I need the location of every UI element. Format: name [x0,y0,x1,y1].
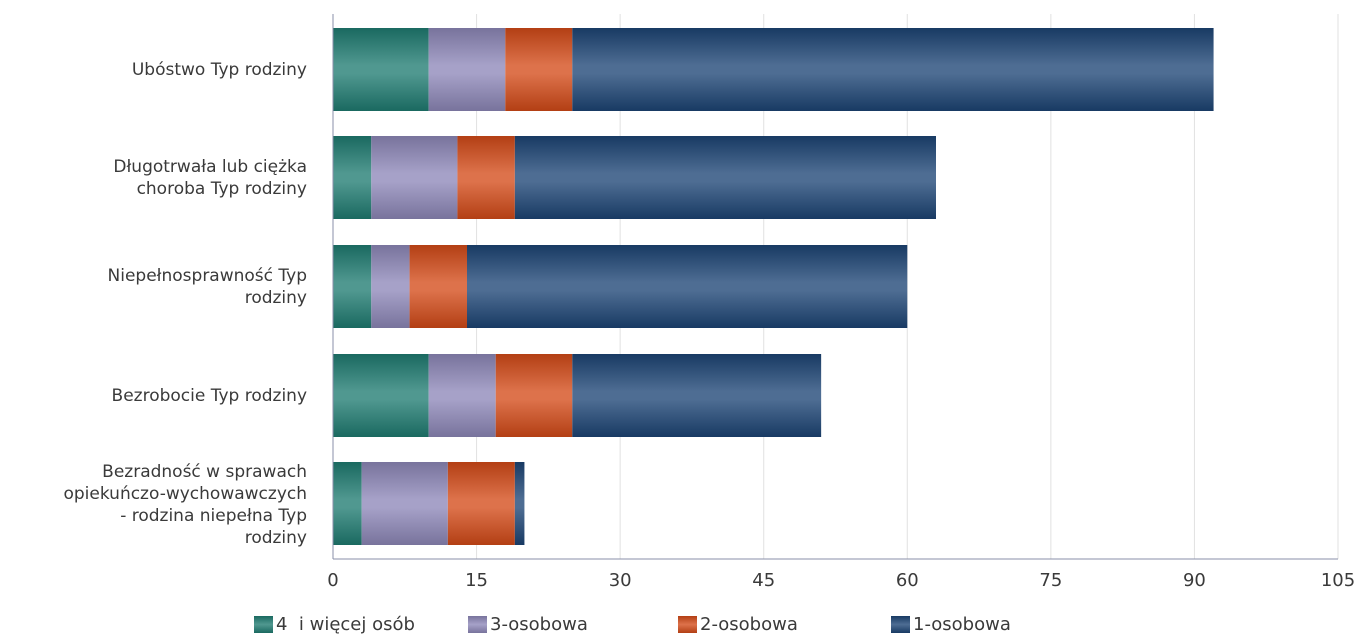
bar-segment [572,28,1214,111]
bar-segment [428,28,506,111]
bar-segment [514,136,936,219]
category-label-line: rodziny [244,527,307,548]
legend: 4 i więcej osób 3-osobowa 2-osobowa 1-osobo… [0,614,1357,636]
legend-swatch [678,616,697,633]
category-label: Niepełnosprawność Typ rodziny [0,265,307,309]
legend-label: 3-osobowa [490,614,588,635]
x-tick-label: 0 [327,570,338,591]
bar-segment [457,136,515,219]
legend-label: 1-osobowa [913,614,1011,635]
bars-group [333,28,1214,545]
legend-item: 2-osobowa [678,614,798,635]
legend-swatch [254,616,273,633]
category-label-line: choroba Typ rodziny [136,178,307,199]
category-label-line: opiekuńczo-wychowawczych [63,483,307,504]
legend-swatch [891,616,910,633]
bar-segment [514,462,525,545]
category-label-line: Ubóstwo Typ rodziny [131,59,307,80]
x-axis: 0 15 30 45 60 75 90 105 [327,14,1355,591]
x-tick-label: 75 [1039,570,1062,591]
bar-segment [371,136,458,219]
bar-segment [572,354,822,437]
category-label: Długotrwała lub ciężka choroba Typ rodzin… [0,156,307,200]
category-label-line: Długotrwała lub ciężka [113,156,307,177]
legend-item: 4 i więcej osób [254,614,415,635]
category-label: Ubóstwo Typ rodziny [0,59,307,81]
legend-label: 2-osobowa [700,614,798,635]
bar-segment [447,462,515,545]
legend-item: 3-osobowa [468,614,588,635]
bar-segment [467,245,908,328]
x-tick-label: 105 [1321,570,1355,591]
x-tick-label: 15 [465,570,488,591]
x-tick-label: 90 [1183,570,1206,591]
bar-segment [333,354,429,437]
legend-swatch [468,616,487,633]
x-tick-label: 45 [752,570,775,591]
x-tick-label: 60 [896,570,919,591]
category-label-line: rodziny [244,287,307,308]
x-tick-label: 30 [609,570,632,591]
bar-segment [428,354,496,437]
bar-segment [333,462,362,545]
bar-segment [333,245,372,328]
bar-segment [505,28,573,111]
bar-segment [409,245,467,328]
category-label: Bezrobocie Typ rodziny [0,385,307,407]
bar-segment [333,136,372,219]
category-label-line: - rodzina niepełna Typ [120,505,307,526]
category-label: Bezradność w sprawach opiekuńczo-wychowaw… [0,461,307,549]
bar-segment [495,354,573,437]
bar-segment [371,245,410,328]
bar-segment [333,28,429,111]
category-label-line: Bezrobocie Typ rodziny [111,385,307,406]
category-label-line: Niepełnosprawność Typ [107,265,307,286]
legend-item: 1-osobowa [891,614,1011,635]
bar-segment [361,462,448,545]
category-label-line: Bezradność w sprawach [102,461,307,482]
legend-label: 4 i więcej osób [276,614,415,635]
